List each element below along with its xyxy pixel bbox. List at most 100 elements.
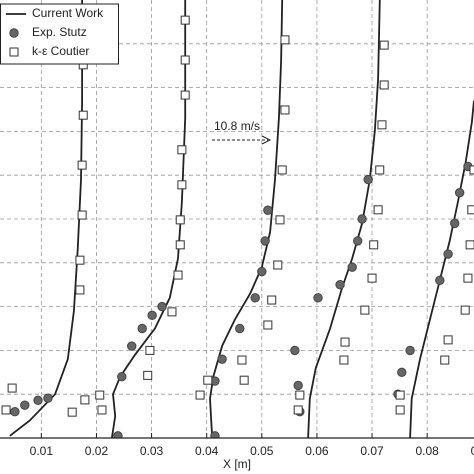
point: [250, 293, 260, 303]
plot-area: [1, 0, 474, 438]
point: [379, 80, 389, 90]
point: [353, 236, 363, 246]
point: [469, 165, 474, 175]
point: [290, 345, 300, 356]
point: [180, 90, 190, 100]
point: [443, 249, 453, 259]
point: [175, 215, 185, 225]
point: [435, 275, 445, 286]
point: [77, 210, 87, 220]
point: [340, 337, 350, 347]
x-axis-label: X [m]: [223, 457, 251, 471]
point: [373, 205, 383, 215]
point: [67, 407, 77, 417]
x-tick-label: 0.02: [85, 444, 109, 458]
point: [375, 165, 385, 175]
point: [405, 345, 415, 356]
point: [369, 240, 379, 250]
point: [280, 105, 290, 115]
point: [43, 393, 53, 403]
point: [357, 214, 367, 224]
legend: Current Work Exp. Stutz k-ε Coutier: [0, 3, 119, 65]
point: [277, 165, 287, 175]
point: [263, 205, 273, 215]
point: [293, 380, 303, 391]
point: [367, 273, 377, 283]
point: [363, 174, 373, 185]
point: [267, 295, 277, 305]
point: [454, 188, 465, 198]
point: [147, 310, 157, 321]
point: [360, 305, 370, 315]
x-tick-label: 0.03: [140, 444, 164, 458]
legend-label: Exp. Stutz: [32, 25, 87, 39]
point: [77, 160, 87, 170]
point: [257, 266, 267, 277]
point: [75, 285, 85, 295]
point: [113, 431, 123, 438]
point: [203, 375, 213, 385]
point: [117, 371, 127, 382]
annotation: 10.8 m/s: [214, 119, 260, 133]
point: [20, 400, 30, 410]
point: [379, 40, 389, 50]
point: [339, 355, 349, 365]
legend-label: k-ε Coutier: [32, 44, 89, 58]
point: [395, 390, 405, 400]
x-tick-label: 0.09: [471, 444, 474, 458]
point: [157, 301, 167, 312]
point: [80, 395, 90, 405]
point: [335, 280, 345, 290]
point: [217, 354, 227, 364]
point: [397, 367, 407, 377]
x-tick-label: 0.04: [195, 444, 219, 458]
point: [295, 390, 305, 400]
legend-swatch: [9, 47, 19, 57]
point: [10, 407, 20, 417]
point: [137, 323, 147, 334]
point: [275, 215, 285, 225]
point: [180, 55, 190, 65]
x-tick-label: 0.01: [30, 444, 54, 458]
legend-swatch: [9, 28, 19, 38]
point: [177, 180, 187, 190]
point: [239, 375, 249, 385]
point: [143, 370, 153, 380]
point: [173, 270, 183, 280]
point: [1, 405, 11, 415]
point: [260, 236, 270, 246]
point: [175, 240, 185, 250]
point: [347, 262, 357, 272]
point: [263, 320, 273, 330]
point: [313, 293, 323, 303]
point: [293, 405, 303, 415]
point: [463, 273, 473, 283]
x-tick-label: 0.07: [360, 444, 384, 458]
point: [33, 395, 43, 406]
point: [280, 35, 290, 45]
point: [235, 323, 245, 334]
reference-arrow-head: [261, 135, 272, 145]
point: [167, 307, 177, 317]
point: [180, 15, 190, 25]
x-tick-label: 0.06: [305, 444, 329, 458]
point: [467, 205, 474, 215]
point: [145, 345, 155, 355]
point: [75, 255, 85, 265]
point: [7, 383, 17, 393]
x-tick-label: 0.08: [415, 444, 439, 458]
point: [395, 405, 405, 415]
point: [127, 341, 137, 351]
point: [377, 120, 387, 130]
point: [210, 431, 220, 438]
point: [273, 260, 283, 270]
point: [460, 305, 470, 315]
x-tick-label: 0.05: [250, 444, 274, 458]
point: [237, 355, 247, 365]
point: [465, 240, 474, 250]
point: [450, 218, 460, 229]
line: [9, 0, 474, 438]
point: [195, 390, 205, 400]
point: [97, 405, 107, 415]
